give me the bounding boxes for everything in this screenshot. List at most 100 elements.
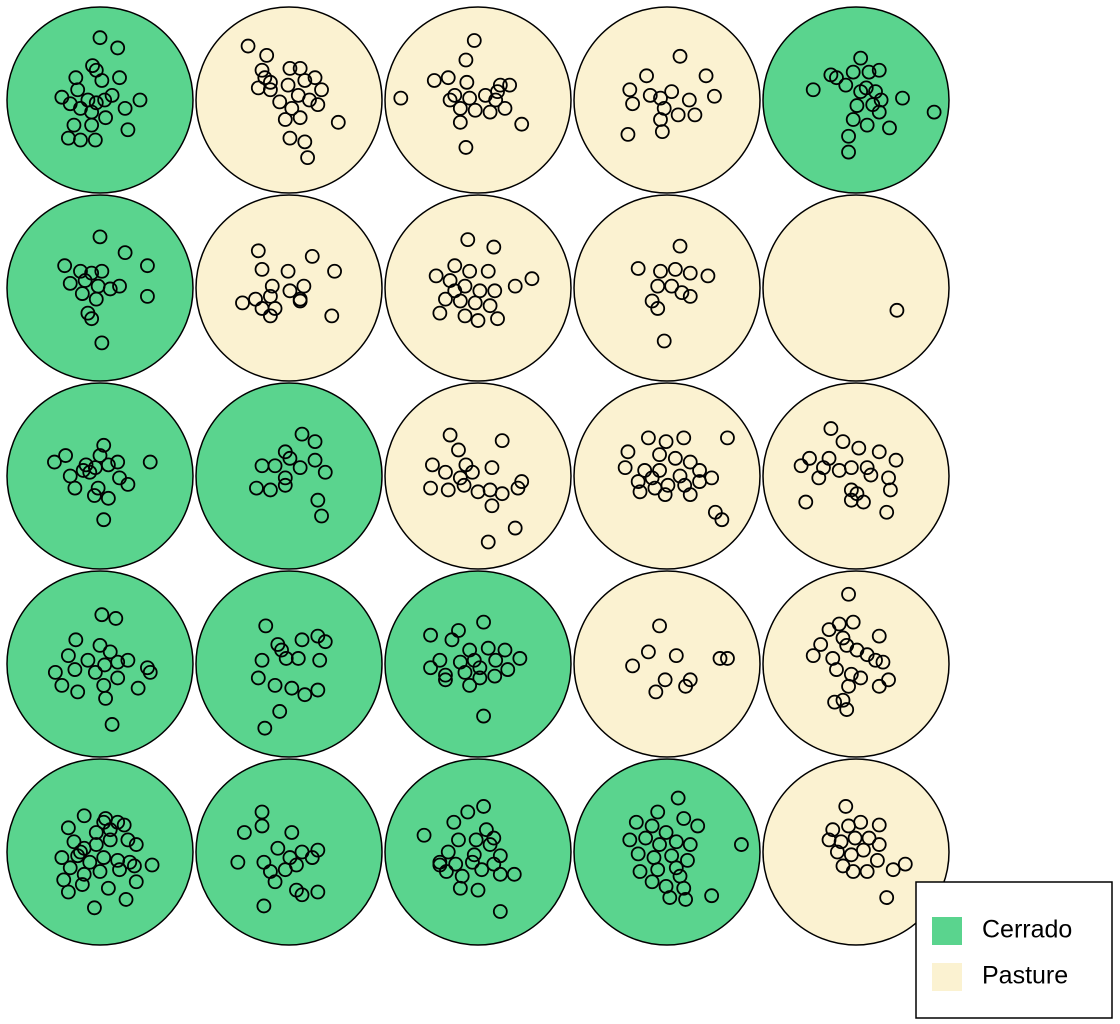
point (506, 866, 522, 882)
point (235, 295, 250, 311)
point (278, 651, 294, 666)
point (672, 48, 688, 64)
point (672, 238, 688, 254)
point (668, 648, 684, 664)
point (94, 607, 110, 623)
point (297, 134, 313, 150)
point (440, 844, 456, 860)
point (885, 862, 901, 878)
point (707, 88, 722, 104)
point (617, 460, 633, 476)
point (290, 651, 306, 666)
point (452, 470, 468, 486)
point (641, 430, 656, 446)
point (682, 288, 698, 304)
point (507, 278, 523, 294)
point (482, 837, 498, 852)
point (841, 144, 856, 160)
point (267, 874, 283, 890)
point (476, 799, 491, 814)
point (871, 817, 887, 833)
point (664, 278, 680, 294)
point (272, 704, 288, 719)
point (70, 82, 86, 98)
point (88, 825, 104, 840)
point (423, 480, 438, 496)
point (272, 94, 288, 110)
point (132, 92, 148, 108)
point (625, 658, 640, 674)
point (87, 900, 102, 916)
point (712, 651, 728, 666)
point (462, 677, 478, 693)
point (68, 632, 84, 648)
point (497, 642, 513, 658)
point (637, 463, 653, 478)
point (98, 110, 113, 126)
point (284, 100, 300, 116)
point (853, 84, 869, 100)
point (425, 457, 440, 473)
point (310, 97, 326, 113)
plot-circle (573, 382, 761, 570)
point (438, 291, 453, 307)
point (262, 308, 278, 324)
point (879, 504, 895, 520)
point (650, 804, 666, 820)
point (833, 834, 849, 850)
point (510, 480, 526, 496)
point (798, 494, 814, 510)
point (652, 837, 667, 852)
point (859, 460, 875, 476)
point (240, 38, 256, 54)
point (236, 825, 252, 840)
point (652, 618, 667, 634)
point (423, 660, 438, 676)
point (87, 664, 103, 680)
point (644, 874, 660, 890)
point (280, 263, 296, 279)
point (94, 335, 110, 351)
point (625, 96, 640, 112)
point (84, 311, 100, 327)
point (460, 232, 476, 248)
point (294, 426, 310, 442)
point (682, 672, 698, 688)
point (492, 77, 508, 93)
legend-swatch (932, 917, 962, 945)
point (926, 104, 942, 120)
point (670, 790, 686, 806)
point (662, 890, 678, 905)
point (90, 480, 106, 496)
point (54, 850, 70, 865)
point (839, 702, 855, 717)
point (524, 271, 540, 287)
point (851, 440, 867, 456)
point (249, 480, 264, 496)
point (452, 880, 468, 896)
point (670, 107, 686, 123)
point (444, 632, 460, 648)
plot-circle (762, 382, 950, 570)
point (897, 856, 913, 872)
point (650, 301, 666, 316)
point (845, 864, 861, 879)
point (54, 677, 70, 693)
point (100, 490, 116, 506)
point (488, 652, 504, 668)
point (282, 450, 298, 466)
point (658, 825, 674, 840)
point (254, 804, 270, 820)
point (120, 122, 136, 138)
point (98, 691, 113, 706)
point (622, 832, 638, 848)
point (622, 82, 638, 98)
point (472, 660, 488, 676)
point (681, 92, 697, 108)
point (869, 852, 885, 868)
point (307, 70, 323, 86)
point (472, 670, 488, 686)
point (142, 454, 158, 470)
point (282, 283, 298, 299)
